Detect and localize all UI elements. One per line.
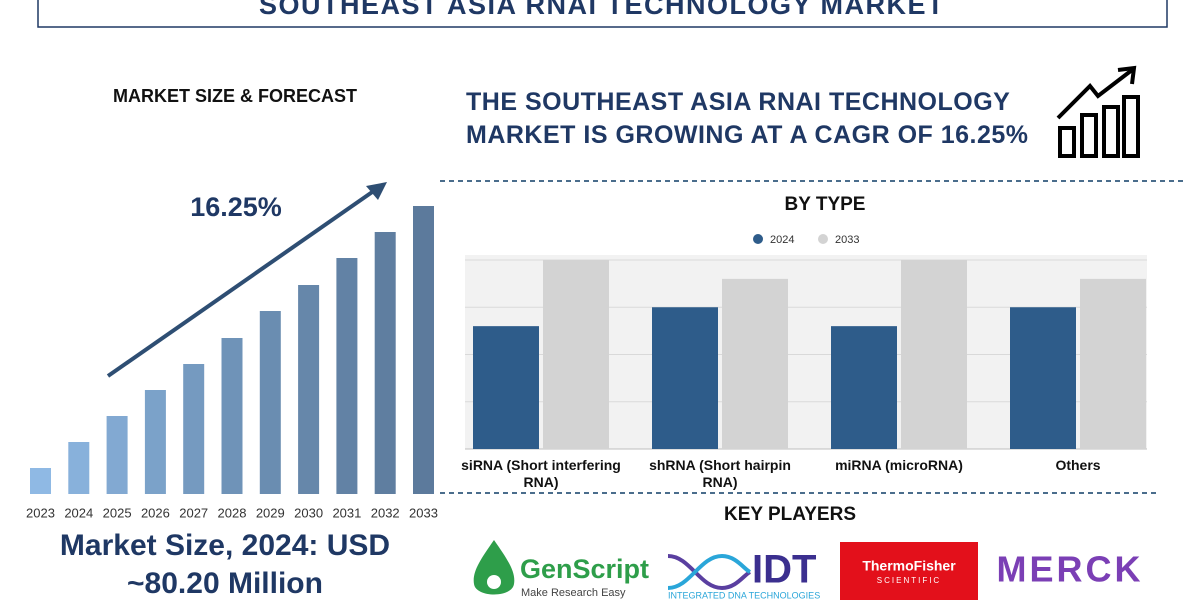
legend-swatch [753,234,763,244]
trend-arrow [106,186,380,378]
bar [106,416,128,494]
logo-tagline: SCIENTIFIC [877,576,941,585]
title-box [37,0,1168,28]
logo-tagline: Make Research Easy [521,587,626,599]
market-size: Market Size, 2024: USD ~80.20 Million [59,529,391,600]
bar [68,442,90,494]
x-tick-label: 2025 [103,505,132,520]
legend-label: 2033 [835,234,859,246]
x-tick-label: 2032 [371,505,400,520]
legend-swatch [818,234,828,244]
bar [144,390,166,494]
bar [543,260,609,449]
bar [901,260,967,449]
bar [183,364,205,494]
annotation: 16.25% [190,192,282,222]
bar [336,258,358,494]
idt-logo [667,553,752,591]
bar [1080,278,1146,449]
x-tick-label: 2024 [64,505,93,520]
section-title: KEY PLAYERS [724,504,856,525]
logo-name: ThermoFisher [862,558,956,574]
x-tick-label: shRNA (Short hairpin RNA) [649,457,791,490]
bar [1010,307,1076,449]
x-tick-label: siRNA (Short interfering RNA) [461,457,621,490]
bar [722,278,788,449]
x-tick-label: 2028 [218,505,247,520]
bar [259,311,281,494]
x-tick-label: 2023 [26,505,55,520]
x-tick-label: 2026 [141,505,170,520]
bar [298,285,320,494]
bar [652,307,718,449]
bar [374,232,396,494]
page-title: SOUTHEAST ASIA RNAI TECHNOLOGY MARKET [259,0,945,20]
headline: THE SOUTHEAST ASIA RNAI TECHNOLOGY MARKE… [466,88,1029,149]
x-tick-label: 2030 [294,505,323,520]
x-tick-label: 2027 [179,505,208,520]
x-tick-label: 2029 [256,505,285,520]
x-tick-label: Others [1055,457,1101,473]
bar [413,206,434,494]
arrow-head [366,182,387,200]
thermo-box [840,542,978,600]
chart-title: BY TYPE [784,194,866,215]
logo-name: IDT [752,548,816,592]
bar [831,326,897,449]
growth-icon [1056,65,1140,158]
genscript-logo [473,540,515,595]
x-tick-label: 2033 [409,505,438,520]
logo-name: MERCK [997,549,1144,590]
bar [221,338,243,494]
bar [30,468,51,494]
x-tick-label: 2031 [332,505,361,520]
logo-tagline: INTEGRATED DNA TECHNOLOGIES [668,590,820,600]
bar [473,326,539,449]
chart-title: MARKET SIZE & FORECAST [112,86,357,106]
legend-label: 2024 [770,234,794,246]
logo-name: GenScript [520,554,649,584]
x-tick-label: miRNA (microRNA) [835,457,963,473]
